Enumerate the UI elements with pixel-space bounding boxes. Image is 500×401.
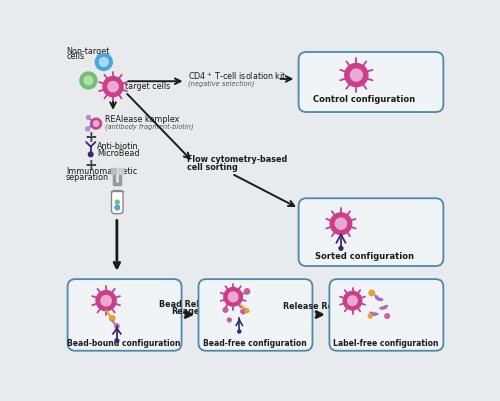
Text: cells: cells xyxy=(66,52,84,61)
Circle shape xyxy=(114,324,119,328)
Circle shape xyxy=(101,296,112,306)
Circle shape xyxy=(110,316,115,321)
Circle shape xyxy=(86,127,89,131)
Circle shape xyxy=(86,115,90,119)
Circle shape xyxy=(115,205,119,210)
Circle shape xyxy=(94,121,99,126)
Circle shape xyxy=(223,308,228,312)
Circle shape xyxy=(385,314,390,318)
Circle shape xyxy=(369,290,374,296)
FancyBboxPatch shape xyxy=(112,190,123,214)
Circle shape xyxy=(96,53,112,71)
Circle shape xyxy=(228,318,231,322)
Circle shape xyxy=(368,314,372,318)
Circle shape xyxy=(336,218,346,229)
FancyBboxPatch shape xyxy=(68,279,182,351)
Bar xyxy=(110,168,116,174)
Circle shape xyxy=(345,63,368,87)
Text: Control configuration: Control configuration xyxy=(313,95,415,104)
Text: Non-target: Non-target xyxy=(66,47,110,56)
Text: +: + xyxy=(84,158,97,173)
Text: Anti-biotin: Anti-biotin xyxy=(97,142,138,151)
Circle shape xyxy=(350,69,362,81)
Text: Label-free configuration: Label-free configuration xyxy=(333,338,438,348)
Text: Flow cytometry-based: Flow cytometry-based xyxy=(187,155,287,164)
Circle shape xyxy=(348,296,358,306)
Text: target cells: target cells xyxy=(126,82,170,91)
Text: (antibody fragment-biotin): (antibody fragment-biotin) xyxy=(106,124,194,130)
Circle shape xyxy=(238,330,241,333)
Circle shape xyxy=(108,81,118,92)
Circle shape xyxy=(88,152,93,157)
Text: separation: separation xyxy=(66,173,109,182)
Circle shape xyxy=(228,292,238,302)
Text: Bead-bound configuration: Bead-bound configuration xyxy=(67,338,180,348)
Text: cell sorting: cell sorting xyxy=(187,163,238,172)
Circle shape xyxy=(330,213,351,235)
Text: Bead Release: Bead Release xyxy=(160,300,220,309)
Circle shape xyxy=(90,118,102,129)
Circle shape xyxy=(241,309,246,314)
Circle shape xyxy=(84,76,93,85)
Text: Reagent: Reagent xyxy=(171,307,209,316)
FancyBboxPatch shape xyxy=(298,198,444,266)
Text: Immunomagnetic: Immunomagnetic xyxy=(66,167,138,176)
Circle shape xyxy=(244,289,250,294)
Text: Release Reagent: Release Reagent xyxy=(283,302,359,311)
Circle shape xyxy=(245,309,249,313)
Circle shape xyxy=(224,288,242,306)
Circle shape xyxy=(115,339,119,342)
Text: CD4$^+$ T-cell isolation kit: CD4$^+$ T-cell isolation kit xyxy=(188,71,286,83)
Text: Sorted configuration: Sorted configuration xyxy=(314,251,414,261)
Text: (negative selection): (negative selection) xyxy=(188,80,254,87)
Circle shape xyxy=(116,200,119,204)
FancyBboxPatch shape xyxy=(298,52,444,112)
Circle shape xyxy=(100,58,108,67)
Text: REAlease komplex: REAlease komplex xyxy=(106,115,180,124)
Text: Bead-free configuration: Bead-free configuration xyxy=(203,338,306,348)
FancyBboxPatch shape xyxy=(198,279,312,351)
Circle shape xyxy=(339,246,343,250)
FancyBboxPatch shape xyxy=(330,279,444,351)
Circle shape xyxy=(103,77,123,97)
Circle shape xyxy=(80,72,97,89)
Circle shape xyxy=(96,291,116,311)
Circle shape xyxy=(344,292,361,310)
Text: MicroBead: MicroBead xyxy=(97,149,140,158)
Bar xyxy=(118,168,123,174)
Text: +: + xyxy=(84,130,97,145)
